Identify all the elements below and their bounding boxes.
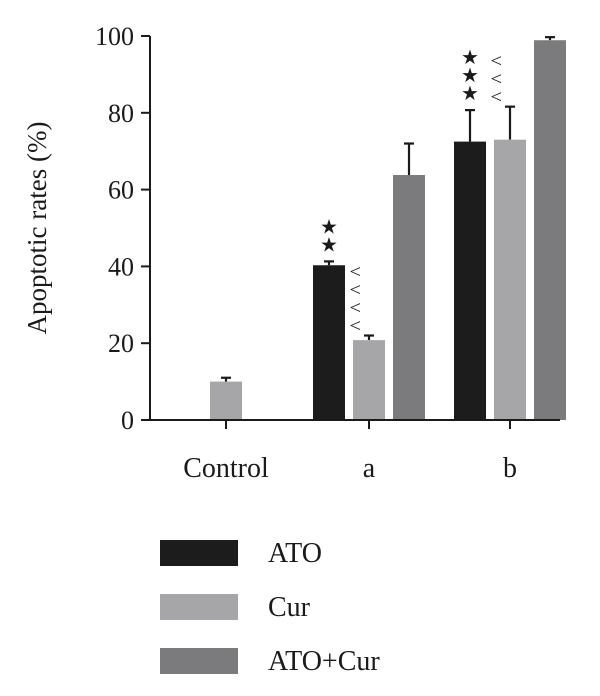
legend-label: ATO — [268, 538, 322, 569]
x-axis: Control a b — [150, 419, 560, 484]
y-axis: 0 20 40 60 80 100 — [95, 22, 151, 435]
significance-mark: ★ — [320, 216, 338, 238]
x-tick-label: Control — [183, 453, 269, 484]
significance-mark: ^ — [347, 284, 369, 294]
legend: ATO Cur ATO+Cur — [160, 538, 380, 677]
significance-mark: ^ — [347, 302, 369, 312]
y-tick-label: 100 — [95, 22, 134, 51]
y-tick-label: 60 — [108, 176, 134, 205]
significance-mark: ★ — [461, 83, 479, 105]
legend-swatch — [160, 594, 238, 620]
legend-label: ATO+Cur — [268, 646, 380, 677]
legend-label: Cur — [268, 592, 311, 623]
y-tick-label: 0 — [121, 406, 134, 435]
bars-group: ★★★★★^^^^^^^ — [210, 36, 566, 420]
significance-mark: ★ — [320, 234, 338, 256]
bar-ato-cur-b — [534, 40, 566, 420]
y-tick-label: 40 — [108, 252, 134, 281]
significance-mark: ★ — [461, 65, 479, 87]
significance-mark: ^ — [488, 55, 510, 65]
bar-ato-b — [454, 141, 486, 420]
x-tick-label: a — [363, 453, 376, 484]
legend-swatch — [160, 540, 238, 566]
bar-control — [210, 381, 242, 420]
significance-mark: ^ — [347, 320, 369, 330]
x-tick-label: b — [503, 453, 517, 484]
bar-ato-a — [313, 265, 345, 420]
bar-cur-a — [353, 340, 385, 420]
bar-cur-b — [494, 139, 526, 420]
significance-mark: ★ — [461, 47, 479, 69]
significance-mark: ^ — [488, 73, 510, 83]
legend-swatch — [160, 648, 238, 674]
significance-mark: ^ — [488, 91, 510, 101]
significance-mark: ^ — [347, 266, 369, 276]
bar-ato-cur-a — [393, 175, 425, 420]
y-tick-label: 80 — [108, 99, 134, 128]
y-tick-label: 20 — [108, 329, 134, 358]
y-axis-label: Apoptotic rates (%) — [22, 122, 52, 335]
